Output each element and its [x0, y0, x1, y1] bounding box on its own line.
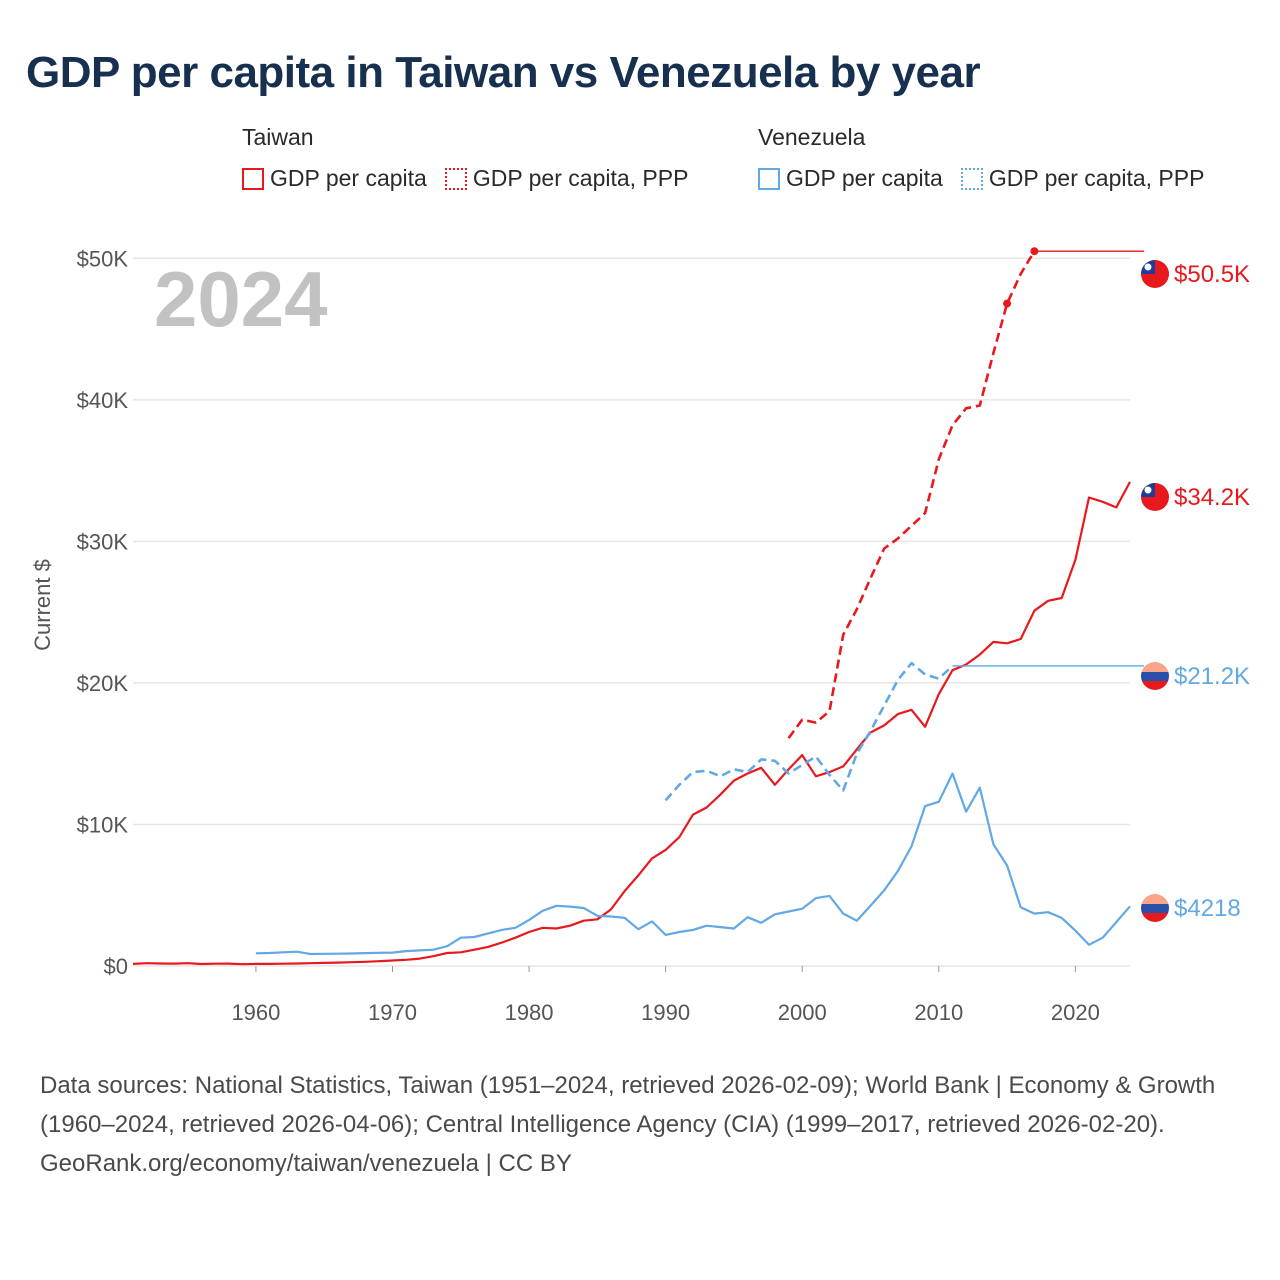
y-tick-label: $30K [77, 529, 129, 554]
y-tick-label: $50K [77, 246, 129, 271]
gridlines [133, 257, 1130, 967]
series-line [255, 772, 1131, 956]
legend-item-label: GDP per capita, PPP [472, 165, 689, 191]
y-tick-label: $0 [104, 954, 128, 979]
end-flags [1141, 260, 1169, 922]
data-sources: Data sources: National Statistics, Taiwa… [40, 1072, 1216, 1138]
taiwan-flag-icon [1141, 483, 1169, 511]
x-tick-label: 2020 [1051, 1000, 1100, 1025]
y-axis-label: Current $ [30, 559, 55, 651]
x-tick-label: 1970 [368, 1000, 417, 1025]
end-label-taiwan-gdp: $34.2K [1174, 484, 1250, 511]
legend-item-taiwan-gdp-ppp[interactable]: GDP per capita, PPP [444, 165, 689, 192]
line-chart: $0 $10K $20K $30K $40K $50K 1960 1970 1980 1990 20… [30, 246, 1250, 1025]
legend-item-venezuela-gdp-ppp[interactable]: GDP per capita, PPP [960, 165, 1205, 192]
venezuela-flag-icon [1141, 894, 1169, 922]
x-tick-label: 1990 [641, 1000, 690, 1025]
legend-swatch [758, 167, 780, 190]
legend-item-label: GDP per capita [786, 165, 943, 191]
legend-item-taiwan-gdp[interactable]: GDP per capita [242, 165, 427, 192]
chart-title: GDP per capita in Taiwan vs Venezuela by… [26, 48, 981, 97]
legend-item-venezuela-gdp[interactable]: GDP per capita [758, 165, 943, 192]
legend-group-taiwan: Taiwan GDP per capita GDP per capita, PP… [242, 124, 688, 192]
footer: Data sources: National Statistics, Taiwa… [40, 1066, 1240, 1183]
legend-swatch [960, 167, 983, 190]
legend-group-title: Taiwan [242, 124, 314, 150]
taiwan-flag-icon [1141, 260, 1169, 288]
legend-item-label: GDP per capita, PPP [988, 165, 1205, 191]
y-tick-label: $40K [77, 388, 129, 413]
y-tick-label: $20K [77, 671, 129, 696]
credit-link[interactable]: GeoRank.org/economy/taiwan/venezuela | C… [40, 1150, 572, 1177]
legend-group-venezuela: Venezuela GDP per capita GDP per capita,… [758, 124, 1204, 192]
end-label-venezuela-gdp: $4218 [1174, 895, 1241, 922]
x-tick-label: 1980 [505, 1000, 554, 1025]
end-label-taiwan-ppp: $50.5K [1174, 261, 1250, 288]
legend-swatch [242, 167, 264, 190]
series-line [787, 250, 1036, 739]
legend-group-title: Venezuela [758, 124, 866, 150]
x-tick-label: 1960 [231, 1000, 280, 1025]
current-year-label: 2024 [154, 255, 328, 343]
legend-swatch [444, 167, 467, 190]
series-marker [1030, 247, 1039, 256]
series-marker [1003, 299, 1012, 308]
end-label-venezuela-ppp: $21.2K [1174, 663, 1250, 690]
axes: $0 $10K $20K $30K $40K $50K 1960 1970 1980 1990 20… [77, 246, 1100, 1025]
x-tick-label: 2010 [914, 1000, 963, 1025]
series-line [664, 661, 954, 802]
legend-item-label: GDP per capita [270, 165, 427, 191]
x-tick-label: 2000 [778, 1000, 827, 1025]
series-lines [132, 247, 1144, 966]
y-tick-label: $10K [77, 812, 129, 837]
venezuela-flag-icon [1141, 662, 1169, 690]
series-line [132, 481, 1131, 966]
